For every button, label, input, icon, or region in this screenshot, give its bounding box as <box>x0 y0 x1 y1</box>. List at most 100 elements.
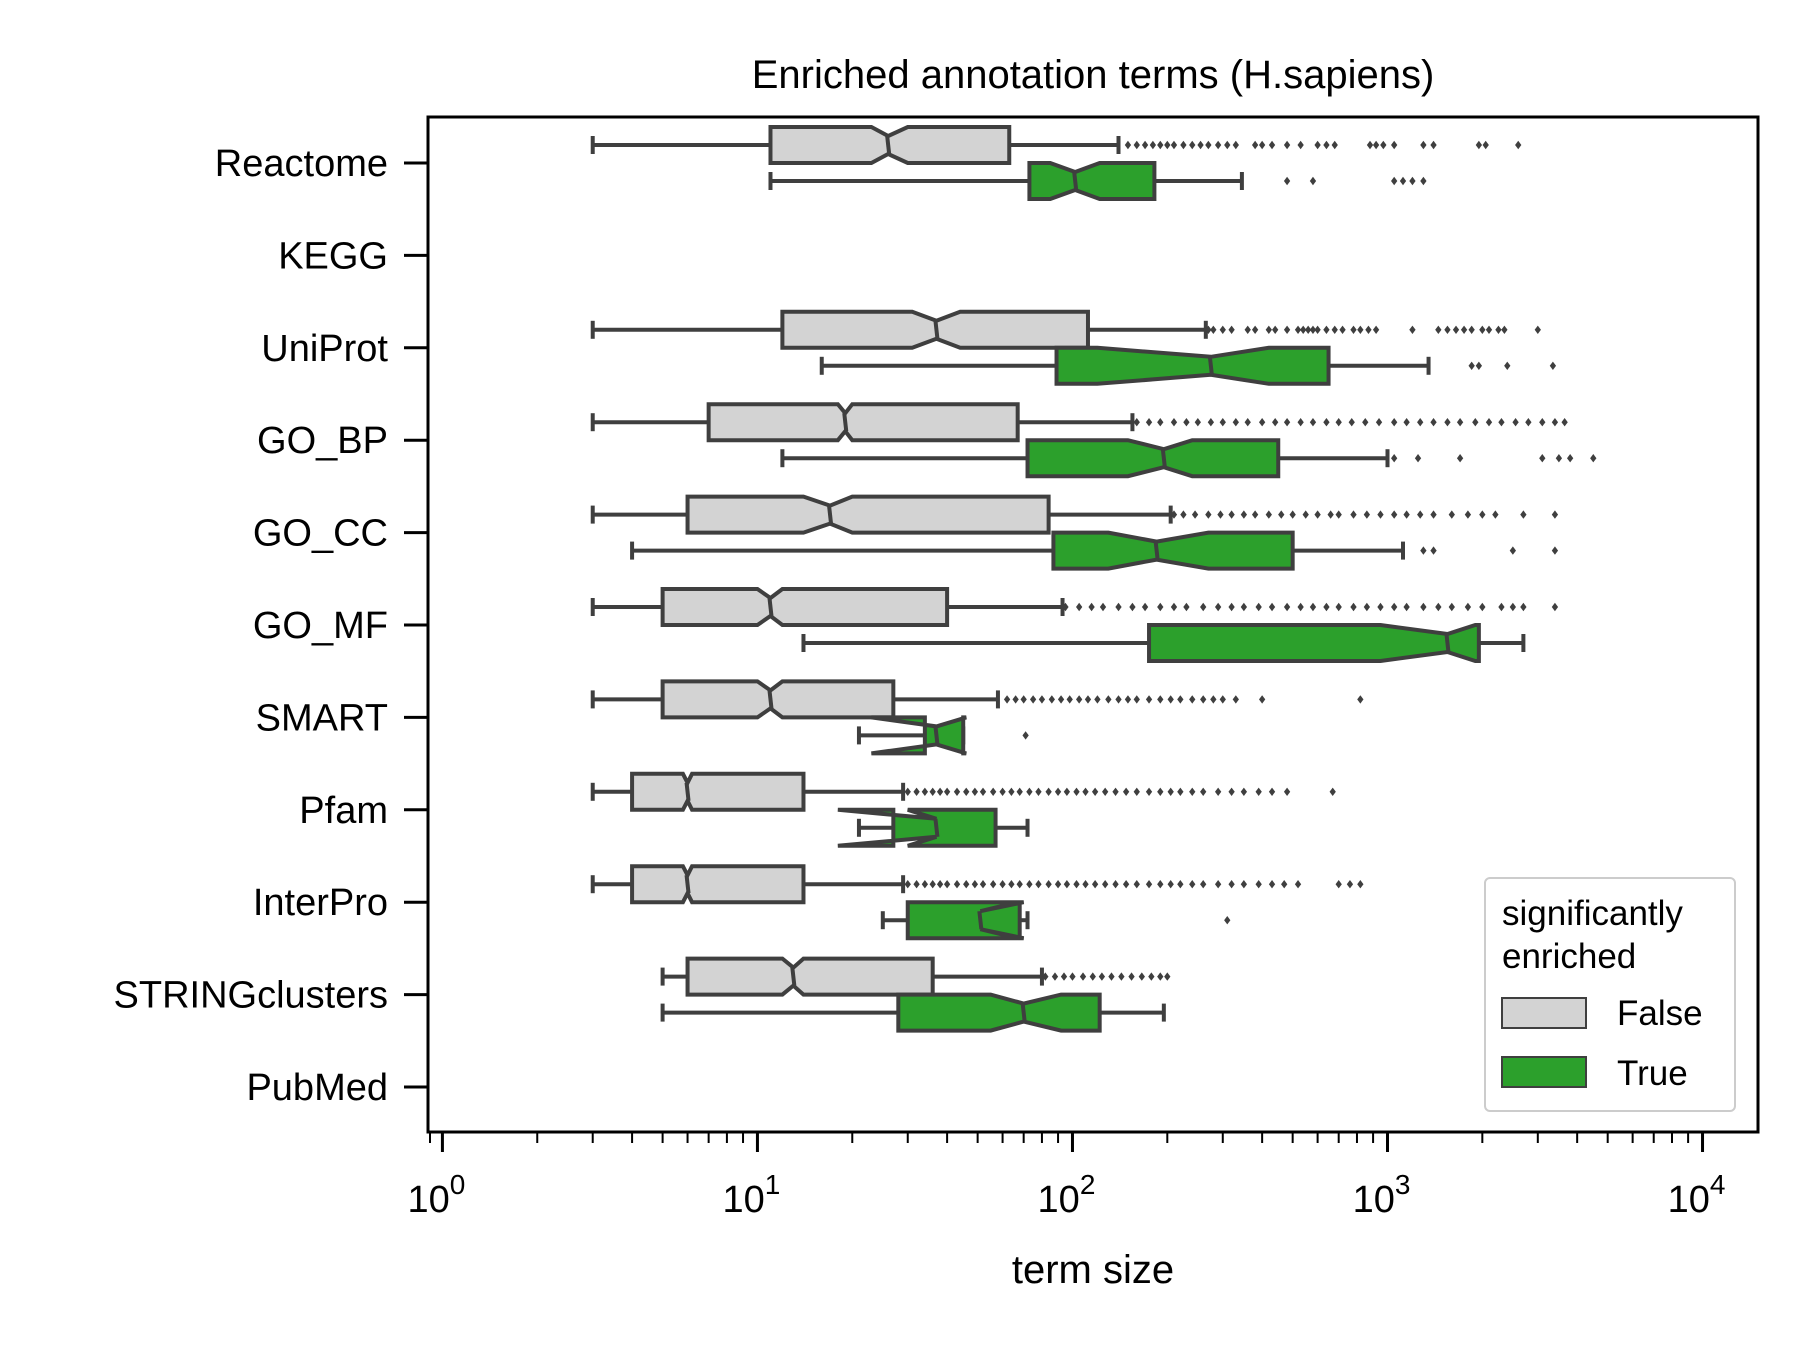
legend-label-true: True <box>1617 1054 1688 1093</box>
chart-title: Enriched annotation terms (H.sapiens) <box>752 53 1435 97</box>
outlier-point <box>1026 880 1033 889</box>
outlier-point <box>921 880 929 889</box>
outlier-point <box>1232 418 1239 427</box>
outlier-point <box>1105 695 1112 704</box>
outlier-point <box>1335 418 1342 427</box>
outlier-point <box>1157 972 1164 981</box>
outlier-point <box>1297 602 1304 612</box>
outlier-point <box>1335 510 1342 519</box>
outlier-point <box>999 880 1006 889</box>
outlier-point <box>1520 510 1527 519</box>
y-tick-label: SMART <box>256 697 388 739</box>
outlier-point <box>1057 695 1065 704</box>
legend-swatch-true <box>1501 1056 1587 1088</box>
outlier-point <box>1475 361 1483 370</box>
box-body <box>630 771 806 812</box>
outlier-point <box>1244 325 1251 334</box>
outlier-point <box>1314 140 1321 150</box>
outlier-point <box>1214 602 1222 612</box>
outlier-point <box>1485 325 1493 334</box>
outlier-point <box>1205 510 1212 519</box>
box-smart-false <box>590 679 1364 720</box>
outlier-point <box>1177 880 1184 889</box>
outlier-point <box>1399 176 1407 186</box>
outlier-point <box>1240 510 1248 519</box>
outlier-point <box>1240 880 1248 889</box>
outlier-point <box>1183 602 1190 612</box>
outlier-point <box>1003 695 1011 704</box>
outlier-point <box>1420 602 1427 612</box>
outlier-point <box>1479 602 1486 612</box>
outlier-point <box>1112 880 1119 889</box>
outlier-point <box>1145 418 1153 427</box>
outlier-point <box>1283 140 1291 150</box>
y-tick-label: GO_BP <box>257 420 388 462</box>
box-pfam-false <box>590 771 1336 812</box>
outlier-point <box>1504 361 1511 370</box>
outlier-point <box>1045 787 1052 796</box>
outlier-point <box>1141 602 1149 612</box>
outlier-point <box>1363 510 1371 519</box>
outlier-point <box>1327 510 1334 519</box>
outlier-point <box>1363 602 1371 612</box>
outlier-point <box>1258 418 1266 427</box>
outlier-point <box>1089 972 1096 981</box>
outlier-point <box>1145 787 1153 796</box>
outlier-point <box>1200 602 1207 612</box>
outlier-point <box>1200 695 1207 704</box>
outlier-point <box>1205 140 1212 150</box>
outlier-point <box>1272 418 1279 427</box>
outlier-point <box>1141 140 1149 150</box>
legend-swatch-false <box>1501 997 1587 1029</box>
outlier-point <box>1240 602 1248 612</box>
outlier-point <box>1054 880 1062 889</box>
box-go_cc-true <box>630 530 1559 571</box>
median-line <box>790 967 797 986</box>
outlier-point <box>1302 510 1309 519</box>
outlier-point <box>1268 787 1276 796</box>
outlier-point <box>1133 787 1140 796</box>
outlier-point <box>1115 695 1122 704</box>
outlier-point <box>963 880 970 889</box>
y-tick-label: STRINGclusters <box>114 975 388 1017</box>
outlier-point <box>1124 140 1132 150</box>
outlier-point <box>1468 325 1475 334</box>
outlier-point <box>1323 140 1330 150</box>
outlier-point <box>1456 454 1464 463</box>
outlier-point <box>1016 787 1023 796</box>
outlier-point <box>1189 140 1196 150</box>
outlier-point <box>1194 418 1201 427</box>
box-body <box>871 715 967 756</box>
outlier-point <box>1265 325 1272 334</box>
outlier-point <box>1063 880 1071 889</box>
outlier-point <box>1464 510 1472 519</box>
outlier-point <box>1403 418 1410 427</box>
box-body <box>660 679 896 720</box>
outlier-point <box>904 880 911 889</box>
x-tick-label: 102 <box>1038 1169 1096 1221</box>
y-tick-label: InterPro <box>253 882 388 924</box>
outlier-point <box>929 880 936 889</box>
outlier-point <box>1177 787 1184 796</box>
outlier-point <box>1420 140 1427 150</box>
outlier-point <box>1350 602 1357 612</box>
legend-label-false: False <box>1617 994 1703 1033</box>
y-tick-label: KEGG <box>278 235 388 277</box>
outlier-point <box>1240 787 1248 796</box>
outlier-point <box>1289 510 1296 519</box>
outlier-point <box>1403 602 1410 612</box>
outlier-point <box>1512 418 1519 427</box>
box-go_bp-false <box>590 402 1568 443</box>
outlier-point <box>1035 880 1042 889</box>
outlier-point <box>1170 510 1178 519</box>
outlier-point <box>1456 418 1464 427</box>
outlier-point <box>1294 880 1302 889</box>
outlier-point <box>1191 510 1199 519</box>
box-reactome-true <box>768 161 1427 201</box>
median-line <box>767 597 774 617</box>
outlier-point <box>1164 140 1171 150</box>
outlier-point <box>1183 418 1190 427</box>
outlier-point <box>1468 361 1475 370</box>
outlier-point <box>1133 418 1140 427</box>
outlier-point <box>1265 510 1272 519</box>
